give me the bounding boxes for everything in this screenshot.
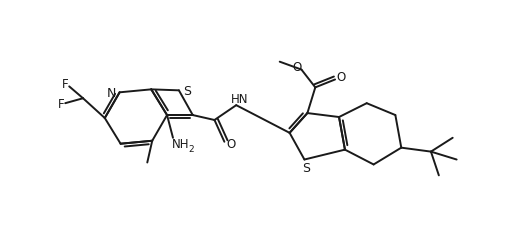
Text: 2: 2 xyxy=(188,145,194,154)
Text: F: F xyxy=(62,78,69,91)
Text: S: S xyxy=(183,85,191,98)
Text: HN: HN xyxy=(230,93,248,106)
Text: O: O xyxy=(336,71,346,84)
Text: O: O xyxy=(292,61,301,74)
Text: N: N xyxy=(107,87,116,100)
Text: F: F xyxy=(58,98,65,111)
Text: O: O xyxy=(227,138,236,151)
Text: NH: NH xyxy=(172,138,189,151)
Text: S: S xyxy=(303,162,310,175)
